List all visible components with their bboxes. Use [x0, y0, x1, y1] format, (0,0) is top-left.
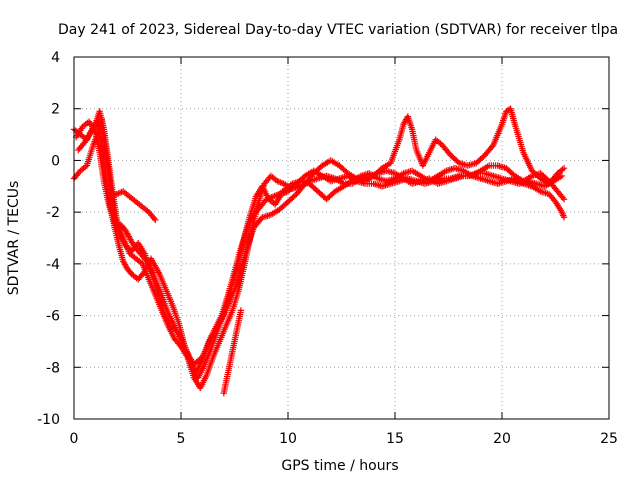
data-point	[558, 172, 566, 180]
data-point	[237, 307, 245, 314]
y-tick-label: -6	[46, 309, 60, 325]
y-axis-label: SDTVAR / TECUs	[6, 181, 22, 296]
x-tick-label: 0	[70, 431, 79, 447]
data-point	[152, 216, 159, 224]
y-tick-label: 2	[51, 102, 60, 118]
x-tick-label: 25	[600, 431, 618, 447]
axis-ticks: 0 5 10 15 20 25 -10 -8 -6 -4 -2 0 2 4	[37, 50, 618, 447]
x-tick-label: 10	[279, 431, 297, 447]
plot-frame	[73, 56, 610, 420]
data-point	[560, 164, 568, 172]
y-tick-label: -8	[46, 360, 60, 376]
series-track-f	[107, 188, 159, 224]
chart-title: Day 241 of 2023, Sidereal Day-to-day VTE…	[58, 22, 618, 38]
x-tick-label: 5	[177, 431, 186, 447]
data-point	[489, 143, 496, 150]
x-tick-label: 15	[386, 431, 404, 447]
y-tick-label: -4	[46, 257, 60, 273]
grid-lines	[74, 57, 609, 419]
y-tick-label: -2	[46, 205, 60, 221]
data-point	[560, 214, 568, 221]
y-tick-label: 0	[51, 153, 60, 169]
x-axis-label: GPS time / hours	[281, 458, 398, 474]
y-tick-label: 4	[51, 50, 60, 66]
series-track-c	[72, 105, 568, 368]
y-tick-label: -10	[37, 412, 60, 428]
x-tick-label: 20	[493, 431, 511, 447]
series-track-d	[75, 108, 568, 392]
data-markers	[70, 105, 568, 397]
data-point	[553, 171, 560, 179]
series-track-b	[70, 115, 568, 376]
series-track-e	[220, 307, 245, 397]
data-point	[560, 196, 568, 203]
